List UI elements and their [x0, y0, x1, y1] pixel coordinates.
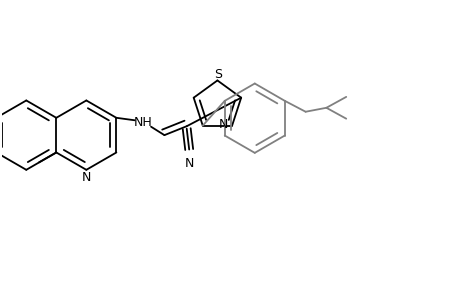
Text: NH: NH — [134, 116, 153, 129]
Text: N: N — [82, 171, 91, 184]
Text: S: S — [214, 68, 222, 81]
Text: N: N — [184, 158, 193, 170]
Text: N: N — [218, 118, 227, 131]
